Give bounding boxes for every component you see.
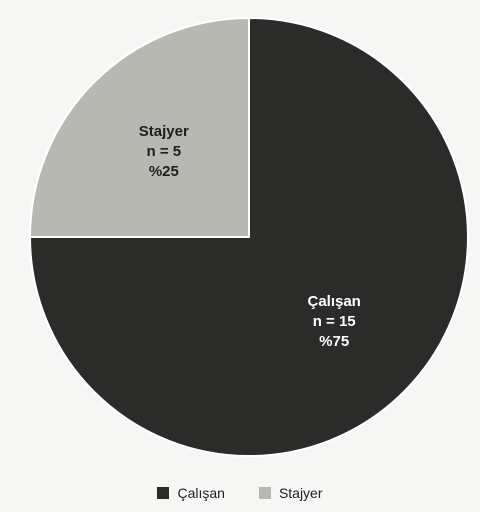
legend-label-calisan: Çalışan bbox=[177, 485, 225, 501]
legend-swatch-stajyer bbox=[258, 487, 271, 499]
legend: Çalışan Stajyer bbox=[0, 485, 480, 501]
pie-chart: Çalışan n = 15 %75 Stajyer n = 5 %25 bbox=[29, 17, 469, 457]
slice-label-calisan-name: Çalışan bbox=[307, 293, 360, 310]
pie-slice-labels: Çalışan n = 15 %75 Stajyer n = 5 %25 bbox=[139, 123, 361, 350]
slice-label-calisan-percent: %75 bbox=[319, 333, 349, 350]
pie-slice-stajyer bbox=[29, 17, 250, 238]
slice-label-calisan-count: n = 15 bbox=[313, 313, 356, 330]
legend-item-calisan: Çalışan bbox=[157, 485, 225, 501]
legend-label-stajyer: Stajyer bbox=[278, 485, 323, 501]
slice-label-stajyer-count: n = 5 bbox=[147, 143, 182, 160]
legend-item-stajyer: Stajyer bbox=[258, 485, 323, 501]
slice-label-stajyer-percent: %25 bbox=[149, 163, 179, 180]
pie-slices bbox=[29, 17, 469, 457]
legend-swatch-calisan bbox=[157, 487, 170, 499]
slice-label-stajyer-name: Stajyer bbox=[139, 123, 189, 140]
